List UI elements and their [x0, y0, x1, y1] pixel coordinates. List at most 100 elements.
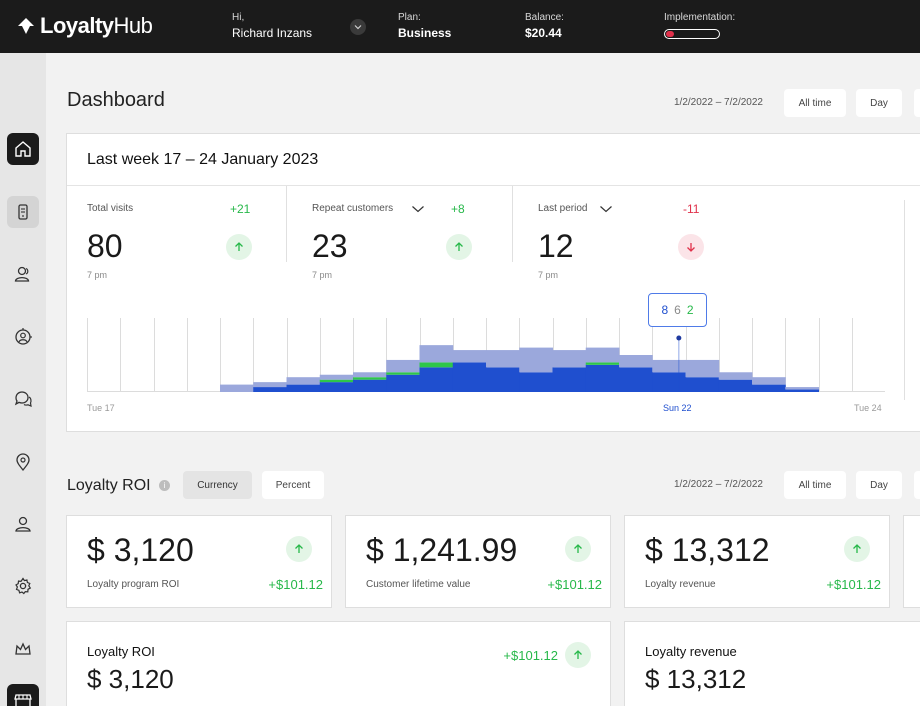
stat-value: 80 — [87, 228, 123, 264]
chart-bar-light[interactable] — [220, 384, 254, 392]
chart-bar-blue[interactable] — [319, 382, 354, 392]
stat-time: 7 pm — [87, 270, 108, 280]
info-icon[interactable]: i — [159, 480, 170, 491]
logo[interactable]: LoyaltyHub — [16, 12, 153, 40]
chart-bar-blue[interactable] — [486, 367, 520, 392]
chart-bar-green[interactable] — [419, 362, 454, 368]
store-icon — [14, 694, 32, 706]
chart-bar-blue[interactable] — [785, 389, 819, 392]
chart-bar-green[interactable] — [353, 377, 387, 380]
chart-bar-light[interactable] — [552, 350, 587, 368]
tooltip-value-b: 6 — [674, 303, 681, 317]
chart-bar-light[interactable] — [319, 374, 354, 380]
diamond-logo-icon — [18, 18, 34, 34]
roi-title: Loyalty ROI — [67, 477, 151, 494]
chart-bar-light[interactable] — [253, 382, 287, 388]
filter-more[interactable] — [914, 89, 920, 117]
chart-bar-light[interactable] — [619, 355, 653, 368]
chart-bar-light[interactable] — [685, 359, 720, 378]
sidebar — [0, 53, 46, 706]
stat-time: 7 pm — [312, 270, 333, 280]
chart-bar-blue[interactable] — [619, 367, 653, 392]
sidebar-item-store[interactable] — [7, 684, 39, 706]
chart-bar-blue[interactable] — [519, 372, 553, 392]
chevron-down-icon — [354, 25, 362, 30]
chart-bar-light[interactable] — [519, 347, 553, 373]
chart-bar-blue[interactable] — [452, 362, 487, 392]
filter-all-time[interactable]: All time — [784, 89, 846, 117]
sidebar-item-settings[interactable] — [7, 570, 39, 602]
sidebar-item-users[interactable] — [7, 258, 39, 290]
chart-bar-blue[interactable] — [752, 384, 786, 392]
sidebar-item-mobile[interactable] — [7, 196, 39, 228]
chart-bar-light[interactable] — [752, 377, 786, 385]
chart-bar-blue[interactable] — [353, 379, 387, 392]
stat-label-text: Repeat customers — [312, 203, 394, 214]
card-value: $ 13,312 — [645, 664, 747, 694]
metric-card-partial — [903, 515, 920, 608]
roi-detail-card: Loyalty ROI $ 3,120 +$101.12 — [66, 621, 611, 706]
chart-bar-light[interactable] — [286, 377, 321, 385]
chevron-down-icon — [600, 205, 613, 212]
roi-filter-day[interactable]: Day — [856, 471, 902, 499]
stat-time: 7 pm — [538, 270, 559, 280]
chart-bar-light[interactable] — [585, 347, 620, 363]
date-range[interactable]: 1/2/2022 – 7/2/2022 — [674, 97, 763, 108]
week-title: Last week 17 – 24 January 2023 — [87, 151, 319, 168]
stat-label[interactable]: Repeat customers — [312, 203, 425, 214]
implementation-progress — [664, 29, 720, 39]
chart-bar-blue[interactable] — [585, 364, 620, 392]
stat-repeat-customers[interactable]: Repeat customers +8 23 7 pm — [292, 186, 512, 280]
roi-filter-all-time[interactable]: All time — [784, 471, 846, 499]
trend-up-indicator — [565, 536, 591, 562]
sidebar-item-locations[interactable] — [7, 446, 39, 478]
sidebar-item-rewards[interactable] — [7, 633, 39, 665]
chart-bar-blue[interactable] — [253, 387, 287, 392]
stat-label[interactable]: Last period — [538, 203, 613, 214]
user-name: Richard Inzans — [232, 26, 313, 40]
chart-bar-light[interactable] — [718, 372, 753, 380]
balance-value: $20.44 — [525, 26, 562, 40]
chart-bar-green[interactable] — [386, 372, 420, 375]
sidebar-item-home[interactable] — [7, 133, 39, 165]
stat-label-text: Total visits — [87, 203, 134, 214]
stat-last-period[interactable]: Last period -11 12 7 pm — [518, 186, 738, 280]
sidebar-item-targeting[interactable] — [7, 321, 39, 353]
trend-down-indicator — [678, 234, 704, 260]
chart-bar-light[interactable] — [486, 350, 520, 368]
metric-value: $ 13,312 — [645, 532, 770, 568]
chart-bar-blue[interactable] — [718, 379, 753, 392]
plan-value: Business — [398, 26, 452, 40]
trend-up-indicator — [565, 642, 591, 668]
chart-bar-light[interactable] — [386, 359, 420, 373]
user-block: Hi, Richard Inzans — [232, 12, 312, 40]
users-icon — [14, 266, 30, 282]
axis-label-middle: Sun 22 — [663, 403, 692, 413]
balance-block: Balance: $20.44 — [525, 12, 564, 40]
user-menu-toggle[interactable] — [350, 19, 366, 35]
chart-marker-dot[interactable] — [676, 335, 682, 341]
chart-bar-green[interactable] — [585, 362, 620, 365]
chart-bar-light[interactable] — [419, 345, 454, 363]
chart-bar-blue[interactable] — [419, 367, 454, 392]
chart-bar-blue[interactable] — [685, 377, 720, 392]
sidebar-item-account[interactable] — [7, 508, 39, 540]
mobile-icon — [18, 204, 28, 220]
chart-bar-green[interactable] — [319, 379, 354, 383]
chart-bar-blue[interactable] — [552, 367, 587, 392]
chart-bar-blue[interactable] — [652, 372, 686, 392]
chart-bar-blue[interactable] — [386, 374, 420, 392]
roi-date-range[interactable]: 1/2/2022 – 7/2/2022 — [674, 479, 763, 490]
tab-currency[interactable]: Currency — [183, 471, 252, 499]
tab-percent[interactable]: Percent — [262, 471, 324, 499]
chart-bar-light[interactable] — [652, 359, 686, 373]
sidebar-item-chat[interactable] — [7, 383, 39, 415]
chart-bar-light[interactable] — [353, 372, 387, 378]
roi-filter-more[interactable] — [914, 471, 920, 499]
chart-bar-light[interactable] — [452, 350, 487, 363]
stat-value: 12 — [538, 228, 574, 264]
chart-bar-blue[interactable] — [286, 384, 321, 392]
filter-day[interactable]: Day — [856, 89, 902, 117]
chart-bar-light[interactable] — [785, 387, 819, 390]
brand-name-bold: Loyalty — [40, 13, 114, 38]
